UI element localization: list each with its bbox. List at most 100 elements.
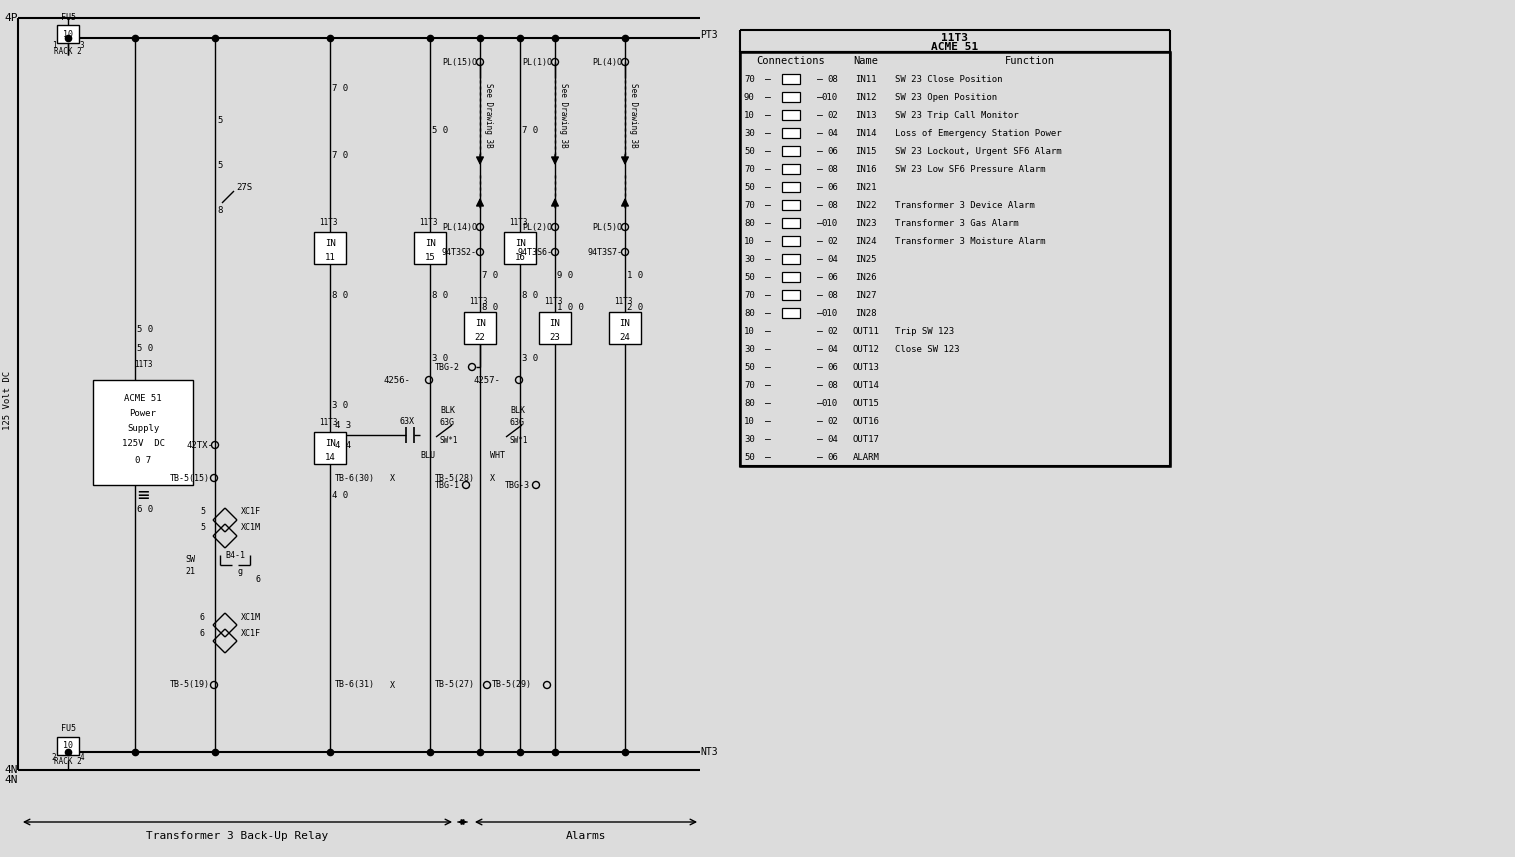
Text: —: — xyxy=(765,218,771,228)
Text: 94T3S6-: 94T3S6- xyxy=(517,248,551,256)
Text: 5: 5 xyxy=(200,524,205,532)
Text: 5: 5 xyxy=(217,116,223,124)
Bar xyxy=(739,52,1170,466)
Text: 4N: 4N xyxy=(5,765,18,775)
Text: 42TX-: 42TX- xyxy=(186,440,214,450)
Text: —: — xyxy=(817,308,823,318)
Text: 11T3: 11T3 xyxy=(318,218,338,226)
Text: 125 Volt DC: 125 Volt DC xyxy=(3,370,12,429)
Text: —: — xyxy=(817,344,823,354)
Text: —: — xyxy=(817,290,823,300)
Text: X: X xyxy=(389,680,395,690)
Text: 30: 30 xyxy=(744,255,754,263)
Text: 11T3: 11T3 xyxy=(318,417,338,427)
Text: TB-5(29): TB-5(29) xyxy=(492,680,532,690)
Text: IN15: IN15 xyxy=(856,147,877,155)
Text: 21: 21 xyxy=(185,567,195,577)
Text: OUT12: OUT12 xyxy=(853,345,879,353)
Text: 3 0: 3 0 xyxy=(332,400,348,410)
Text: 30: 30 xyxy=(744,129,754,137)
Text: PL(14)O: PL(14)O xyxy=(442,223,477,231)
Text: —: — xyxy=(817,164,823,174)
Text: 70: 70 xyxy=(744,291,754,299)
Text: 1 0 0: 1 0 0 xyxy=(558,303,583,313)
Bar xyxy=(782,110,800,120)
Text: IN: IN xyxy=(620,319,630,327)
Text: Trip SW 123: Trip SW 123 xyxy=(895,327,954,335)
Text: 010: 010 xyxy=(821,219,838,227)
Text: 11T3: 11T3 xyxy=(614,297,632,307)
Text: —: — xyxy=(765,416,771,426)
Text: Supply: Supply xyxy=(127,423,159,433)
Text: 6: 6 xyxy=(200,628,205,638)
Text: X: X xyxy=(489,474,495,482)
Text: TB-5(15): TB-5(15) xyxy=(170,474,211,482)
Text: XC1M: XC1M xyxy=(241,524,261,532)
Text: SW 23 Open Position: SW 23 Open Position xyxy=(895,93,997,101)
Text: IN22: IN22 xyxy=(856,201,877,209)
Text: IN: IN xyxy=(515,238,526,248)
Text: —: — xyxy=(817,254,823,264)
Text: BLK: BLK xyxy=(439,405,454,415)
Text: 02: 02 xyxy=(827,327,838,335)
Bar xyxy=(782,164,800,174)
Text: —: — xyxy=(817,146,823,156)
Text: 06: 06 xyxy=(827,147,838,155)
Text: 4 3: 4 3 xyxy=(335,421,351,429)
Text: 94T3S7-: 94T3S7- xyxy=(586,248,623,256)
Text: —: — xyxy=(817,92,823,102)
Text: 0 7: 0 7 xyxy=(135,456,152,464)
Text: IN24: IN24 xyxy=(856,237,877,245)
Text: —: — xyxy=(765,74,771,84)
Text: 50: 50 xyxy=(744,147,754,155)
Text: Close SW 123: Close SW 123 xyxy=(895,345,959,353)
Text: Name: Name xyxy=(853,56,879,66)
Text: 08: 08 xyxy=(827,381,838,389)
Text: TB-5(19): TB-5(19) xyxy=(170,680,211,690)
Text: See Drawing 3B: See Drawing 3B xyxy=(629,82,638,147)
Text: 27S: 27S xyxy=(236,183,251,191)
Text: 94T3S2-: 94T3S2- xyxy=(442,248,477,256)
Text: —: — xyxy=(765,290,771,300)
Text: 30: 30 xyxy=(744,434,754,444)
Text: 02: 02 xyxy=(827,237,838,245)
Text: X: X xyxy=(389,474,395,482)
Text: 6: 6 xyxy=(255,576,261,584)
Text: 1: 1 xyxy=(52,40,56,50)
Text: IN23: IN23 xyxy=(856,219,877,227)
Text: 10: 10 xyxy=(744,327,754,335)
Text: 8 0: 8 0 xyxy=(432,291,448,299)
Text: 4N: 4N xyxy=(5,775,18,785)
Text: —: — xyxy=(765,164,771,174)
Text: 22: 22 xyxy=(474,333,485,341)
Text: 5 0: 5 0 xyxy=(136,344,153,352)
Text: OUT16: OUT16 xyxy=(853,417,879,425)
Bar xyxy=(782,308,800,318)
Bar xyxy=(782,290,800,300)
Text: 8 0: 8 0 xyxy=(332,291,348,299)
Text: —: — xyxy=(817,218,823,228)
Text: 70: 70 xyxy=(744,381,754,389)
Text: 4: 4 xyxy=(80,752,85,762)
Bar xyxy=(782,146,800,156)
Text: SW: SW xyxy=(185,555,195,565)
Text: —: — xyxy=(817,398,823,408)
Text: ACME 51: ACME 51 xyxy=(932,42,979,52)
Text: 70: 70 xyxy=(744,165,754,173)
Text: —: — xyxy=(765,398,771,408)
Text: Transformer 3 Gas Alarm: Transformer 3 Gas Alarm xyxy=(895,219,1018,227)
Text: Function: Function xyxy=(1004,56,1054,66)
Text: 010: 010 xyxy=(821,399,838,407)
Text: 4 0: 4 0 xyxy=(332,490,348,500)
Text: 3 0: 3 0 xyxy=(523,353,538,363)
Text: ACME 51: ACME 51 xyxy=(124,393,162,403)
Text: —: — xyxy=(765,146,771,156)
Text: 11T3: 11T3 xyxy=(418,218,438,226)
Text: 8 0: 8 0 xyxy=(523,291,538,299)
Bar xyxy=(314,432,345,464)
Text: IN: IN xyxy=(474,319,485,327)
Text: —: — xyxy=(765,236,771,246)
Text: 80: 80 xyxy=(744,399,754,407)
Bar xyxy=(609,312,641,344)
Text: 3 0: 3 0 xyxy=(432,353,448,363)
